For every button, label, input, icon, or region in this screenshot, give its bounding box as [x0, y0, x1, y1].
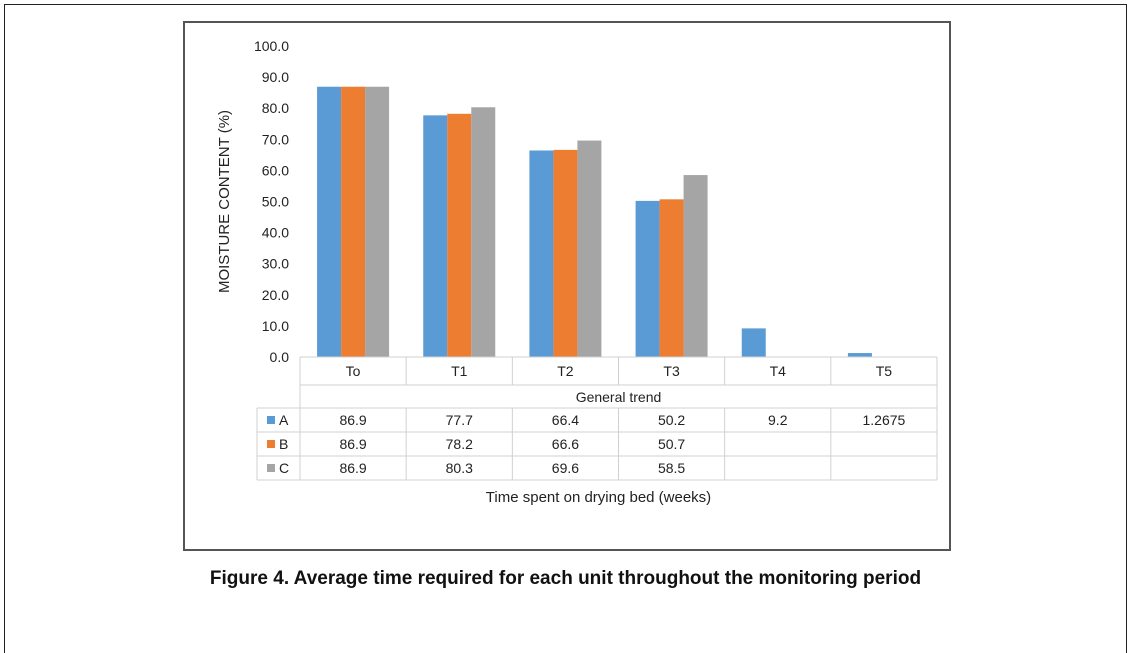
data-label: 66.6: [552, 436, 579, 452]
data-label: 66.4: [552, 412, 579, 428]
y-tick-label: 0.0: [270, 349, 290, 365]
x-tick-label: T4: [770, 363, 787, 379]
data-label: 86.9: [339, 460, 366, 476]
legend-key-b: [267, 440, 275, 448]
y-axis-title: MOISTURE CONTENT (%): [216, 110, 233, 293]
legend-label-b: B: [279, 436, 288, 452]
bar-c-t3: [683, 175, 708, 357]
y-tick-label: 50.0: [262, 194, 289, 210]
bar-a-t3: [635, 200, 660, 357]
x-axis-title: Time spent on drying bed (weeks): [486, 489, 711, 506]
bar-b-t3: [659, 199, 684, 357]
category-axis-title: General trend: [576, 389, 662, 405]
data-label: 86.9: [339, 436, 366, 452]
x-tick-label: To: [346, 363, 361, 379]
y-tick-label: 10.0: [262, 318, 289, 334]
data-label: 77.7: [446, 412, 473, 428]
bar-c-t1: [471, 107, 496, 357]
x-tick-label: T5: [876, 363, 893, 379]
legend-label-a: A: [279, 412, 289, 428]
data-label: 58.5: [658, 460, 685, 476]
legend-key-c: [267, 464, 275, 472]
legend-label-c: C: [279, 460, 289, 476]
data-label: 50.7: [658, 436, 685, 452]
y-tick-label: 100.0: [254, 38, 289, 54]
data-label: 86.9: [339, 412, 366, 428]
figure-caption: Figure 4. Average time required for each…: [209, 568, 922, 589]
y-tick-label: 80.0: [262, 100, 289, 116]
bar-a-to: [317, 86, 342, 357]
data-label: 1.2675: [863, 412, 906, 428]
y-tick-label: 40.0: [262, 225, 289, 241]
bar-chart: 0.0 10.0 20.0 30.0 40.0 50.0 60.0 70.0 80.0 90.0 1…: [216, 38, 938, 506]
legend-key-a: [267, 416, 275, 424]
y-tick-label: 90.0: [262, 69, 289, 85]
data-label: 69.6: [552, 460, 579, 476]
data-label: 80.3: [446, 460, 473, 476]
x-tick-label: T2: [557, 363, 574, 379]
bar-a-t2: [529, 150, 554, 357]
x-tick-label: T1: [451, 363, 468, 379]
bar-a-t1: [423, 115, 448, 357]
bar-b-to: [341, 86, 366, 357]
data-label: 9.2: [768, 412, 788, 428]
bar-b-t1: [447, 113, 472, 357]
data-label: 50.2: [658, 412, 685, 428]
bar-c-to: [365, 86, 390, 357]
figure-frame: [4, 4, 1127, 653]
y-tick-label: 20.0: [262, 287, 289, 303]
bar-c-t2: [577, 140, 602, 357]
bar-a-t5: [847, 353, 872, 357]
bar-b-t2: [553, 149, 578, 357]
y-tick-label: 60.0: [262, 162, 289, 178]
chart-container: 0.0 10.0 20.0 30.0 40.0 50.0 60.0 70.0 80.0 90.0 1…: [183, 21, 951, 551]
data-label: 78.2: [446, 436, 473, 452]
x-tick-label: T3: [663, 363, 680, 379]
bar-a-t4: [741, 328, 766, 357]
y-tick-label: 70.0: [262, 131, 289, 147]
y-tick-label: 30.0: [262, 256, 289, 272]
